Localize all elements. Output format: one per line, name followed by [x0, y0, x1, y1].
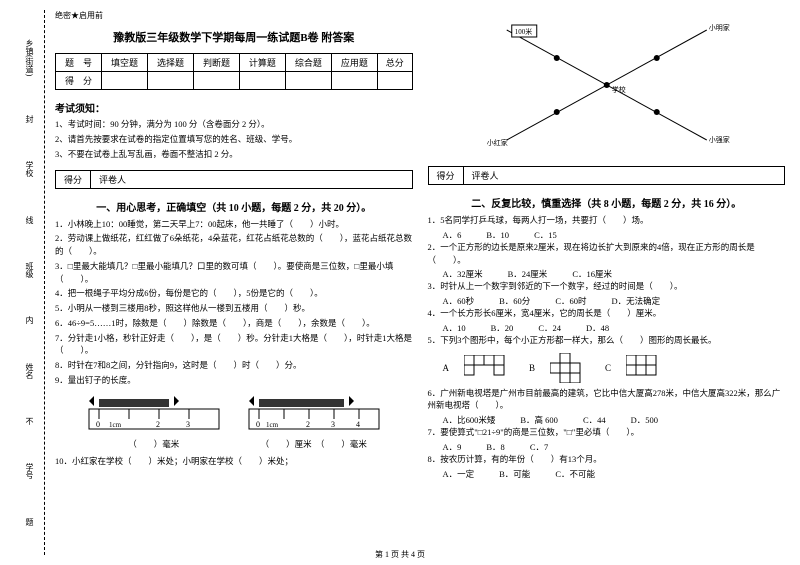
scorebox-score: 得分: [56, 171, 91, 188]
section-scorebox: 得分 评卷人: [55, 170, 413, 189]
d-xiaohong: 小红家: [486, 138, 507, 147]
th-fill: 填空题: [101, 54, 147, 72]
notice-3: 3、不要在试卷上乱写乱画，卷面不整洁扣 2 分。: [55, 149, 413, 161]
ruler2-label: （ ）厘米 （ ）毫米: [244, 438, 384, 450]
q2: 2．劳动课上做纸花，红红做了6朵纸花，4朵蓝花，红花占纸花总数的（ ），蓝花占纸…: [55, 232, 413, 258]
svg-text:1cm: 1cm: [109, 421, 122, 429]
q8: 8．时针在7和8之间，分针指向9，这时是（ ）时（ ）分。: [55, 359, 413, 372]
r1-opts: A．6B．10C．15: [443, 229, 786, 241]
ruler2-icon: 0 1cm 2 3 4: [244, 394, 384, 434]
binding-in: 内: [24, 316, 35, 324]
ruler-row: 0 1cm 2 3 （ ）毫米: [55, 394, 413, 450]
th-total: 总分: [377, 54, 412, 72]
location-diagram: 100米 小明家 小强家 小红家 学校: [428, 10, 786, 160]
q9: 9．量出钉子的长度。: [55, 374, 413, 387]
r4-opts: A．10B．20C．24D．48: [443, 322, 786, 334]
binding-township: 乡镇(街道): [24, 39, 35, 76]
section2-header: 二、反复比较，慎重选择（共 8 小题，每题 2 分，共 16 分）。: [428, 195, 786, 210]
svg-text:4: 4: [356, 420, 360, 429]
section2-scorebox: 得分 评卷人: [428, 166, 786, 185]
tr-score: 得 分: [56, 72, 102, 90]
q6: 6．46÷9=5……1时，除数是（ ）除数是（ ），商是（ ），余数是（ ）。: [55, 317, 413, 330]
q7: 7．分针走1小格，秒针正好走（ ），是（ ）秒。分针走1大格是（ ），时针走1大…: [55, 332, 413, 358]
svg-text:3: 3: [331, 420, 335, 429]
notice-title: 考试须知：: [55, 100, 413, 115]
binding-seal: 封: [24, 115, 35, 123]
cell[interactable]: [331, 72, 377, 90]
svg-text:2: 2: [156, 420, 160, 429]
notice-1: 1、考试时间：90 分钟，满分为 100 分（含卷面分 2 分）。: [55, 119, 413, 131]
ruler1-label: （ ）毫米: [84, 438, 224, 450]
q4: 4．把一根绳子平均分成6份，每份是它的（ ），5份是它的（ ）。: [55, 287, 413, 300]
binding-margin: 乡镇(街道) 封 学校 线 班级 内 姓名 不 学号 题: [15, 10, 45, 555]
th-choice: 选择题: [147, 54, 193, 72]
cell[interactable]: [193, 72, 239, 90]
ruler1-icon: 0 1cm 2 3: [84, 394, 224, 434]
r6-opts: A．比600米矮B．高 600C．44D．500: [443, 414, 786, 426]
page-footer: 第 1 页 共 4 页: [0, 549, 800, 560]
svg-text:2: 2: [306, 420, 310, 429]
r2-opts: A．32厘米B．24厘米C．16厘米: [443, 268, 786, 280]
cell[interactable]: [377, 72, 412, 90]
binding-line: 线: [24, 216, 35, 224]
binding-no: 不: [24, 417, 35, 425]
r5-shapes: A B C: [443, 353, 786, 383]
svg-text:3: 3: [186, 420, 190, 429]
scorebox-grader: 评卷人: [91, 171, 134, 188]
r7: 7．要使算式"□21÷9"的商是三位数，"□"里必填（ ）。: [428, 426, 786, 439]
right-column: 100米 小明家 小强家 小红家 学校 得分 评卷人 二、反复比较，慎重选择（共…: [428, 10, 786, 555]
r2: 2．一个正方形的边长是原来2厘米，现在将边长扩大到原来的4倍，现在正方形的周长是…: [428, 241, 786, 267]
scorebox2-score: 得分: [429, 167, 464, 184]
binding-name: 姓名: [24, 363, 35, 379]
q3: 3．□里最大能填几？□里最小能填几？口里的数可填（ ）。要使商是三位数，□里最小…: [55, 260, 413, 286]
binding-answer: 题: [24, 518, 35, 526]
r3-opts: A．60秒B．60分C．60时D．无法确定: [443, 295, 786, 307]
r8-opts: A．一定B．可能C．不可能: [443, 468, 786, 480]
cell[interactable]: [285, 72, 331, 90]
scorebox2-grader: 评卷人: [464, 167, 507, 184]
cell[interactable]: [147, 72, 193, 90]
q5: 5．小明从一楼到三楼用8秒，照这样他从一楼到五楼用（ ）秒。: [55, 302, 413, 315]
cell[interactable]: [239, 72, 285, 90]
q1: 1．小林晚上10：00睡觉，第二天早上7：00起床，他一共睡了（ ）小时。: [55, 218, 413, 231]
r8: 8．按农历计算，有的年份（ ）有13个月。: [428, 453, 786, 466]
th-judge: 判断题: [193, 54, 239, 72]
th-app: 应用题: [331, 54, 377, 72]
th-num: 题 号: [56, 54, 102, 72]
d-xiaoming: 小明家: [708, 23, 729, 32]
score-table: 题 号 填空题 选择题 判断题 计算题 综合题 应用题 总分 得 分: [55, 53, 413, 90]
binding-school: 学校: [24, 161, 35, 177]
binding-id: 学号: [24, 463, 35, 479]
r5: 5．下列3个图形中，每个小正方形都一样大，那么（ ）图形的周长最长。: [428, 334, 786, 347]
shape-b-icon: [550, 353, 590, 383]
notice-2: 2、请首先按要求在试卷的指定位置填写您的姓名、班级、学号。: [55, 134, 413, 146]
svg-text:1cm: 1cm: [266, 421, 279, 429]
shape-c-icon: [626, 355, 661, 380]
exam-title: 豫教版三年级数学下学期每周一练试题B卷 附答案: [55, 29, 413, 45]
r3: 3．时针从上一个数字到邻近的下一个数字，经过的时间是（ ）。: [428, 280, 786, 293]
d-100m: 100米: [514, 27, 532, 36]
r4: 4．一个长方形长6厘米，宽4厘米，它的周长是（ ）厘米。: [428, 307, 786, 320]
section1-header: 一、用心思考，正确填空（共 10 小题，每题 2 分，共 20 分）。: [55, 199, 413, 214]
svg-text:0: 0: [256, 420, 260, 429]
shape-a-icon: [464, 355, 514, 380]
secret-label: 绝密★启用前: [55, 10, 413, 21]
q10: 10．小红家在学校（ ）米处；小明家在学校（ ）米处；: [55, 455, 413, 468]
d-school: 学校: [611, 85, 625, 94]
d-xiaoqiang: 小强家: [708, 135, 729, 144]
left-column: 绝密★启用前 豫教版三年级数学下学期每周一练试题B卷 附答案 题 号 填空题 选…: [55, 10, 413, 555]
r1: 1．5名同学打乒乓球，每两人打一场，共要打（ ）场。: [428, 214, 786, 227]
th-calc: 计算题: [239, 54, 285, 72]
svg-text:0: 0: [96, 420, 100, 429]
r7-opts: A．9B．8C．7: [443, 441, 786, 453]
r6: 6．广州新电视塔是广州市目前最高的建筑，它比中信大厦高278米，中信大厦高322…: [428, 387, 786, 413]
th-comp: 综合题: [285, 54, 331, 72]
binding-class: 班级: [24, 262, 35, 278]
cell[interactable]: [101, 72, 147, 90]
